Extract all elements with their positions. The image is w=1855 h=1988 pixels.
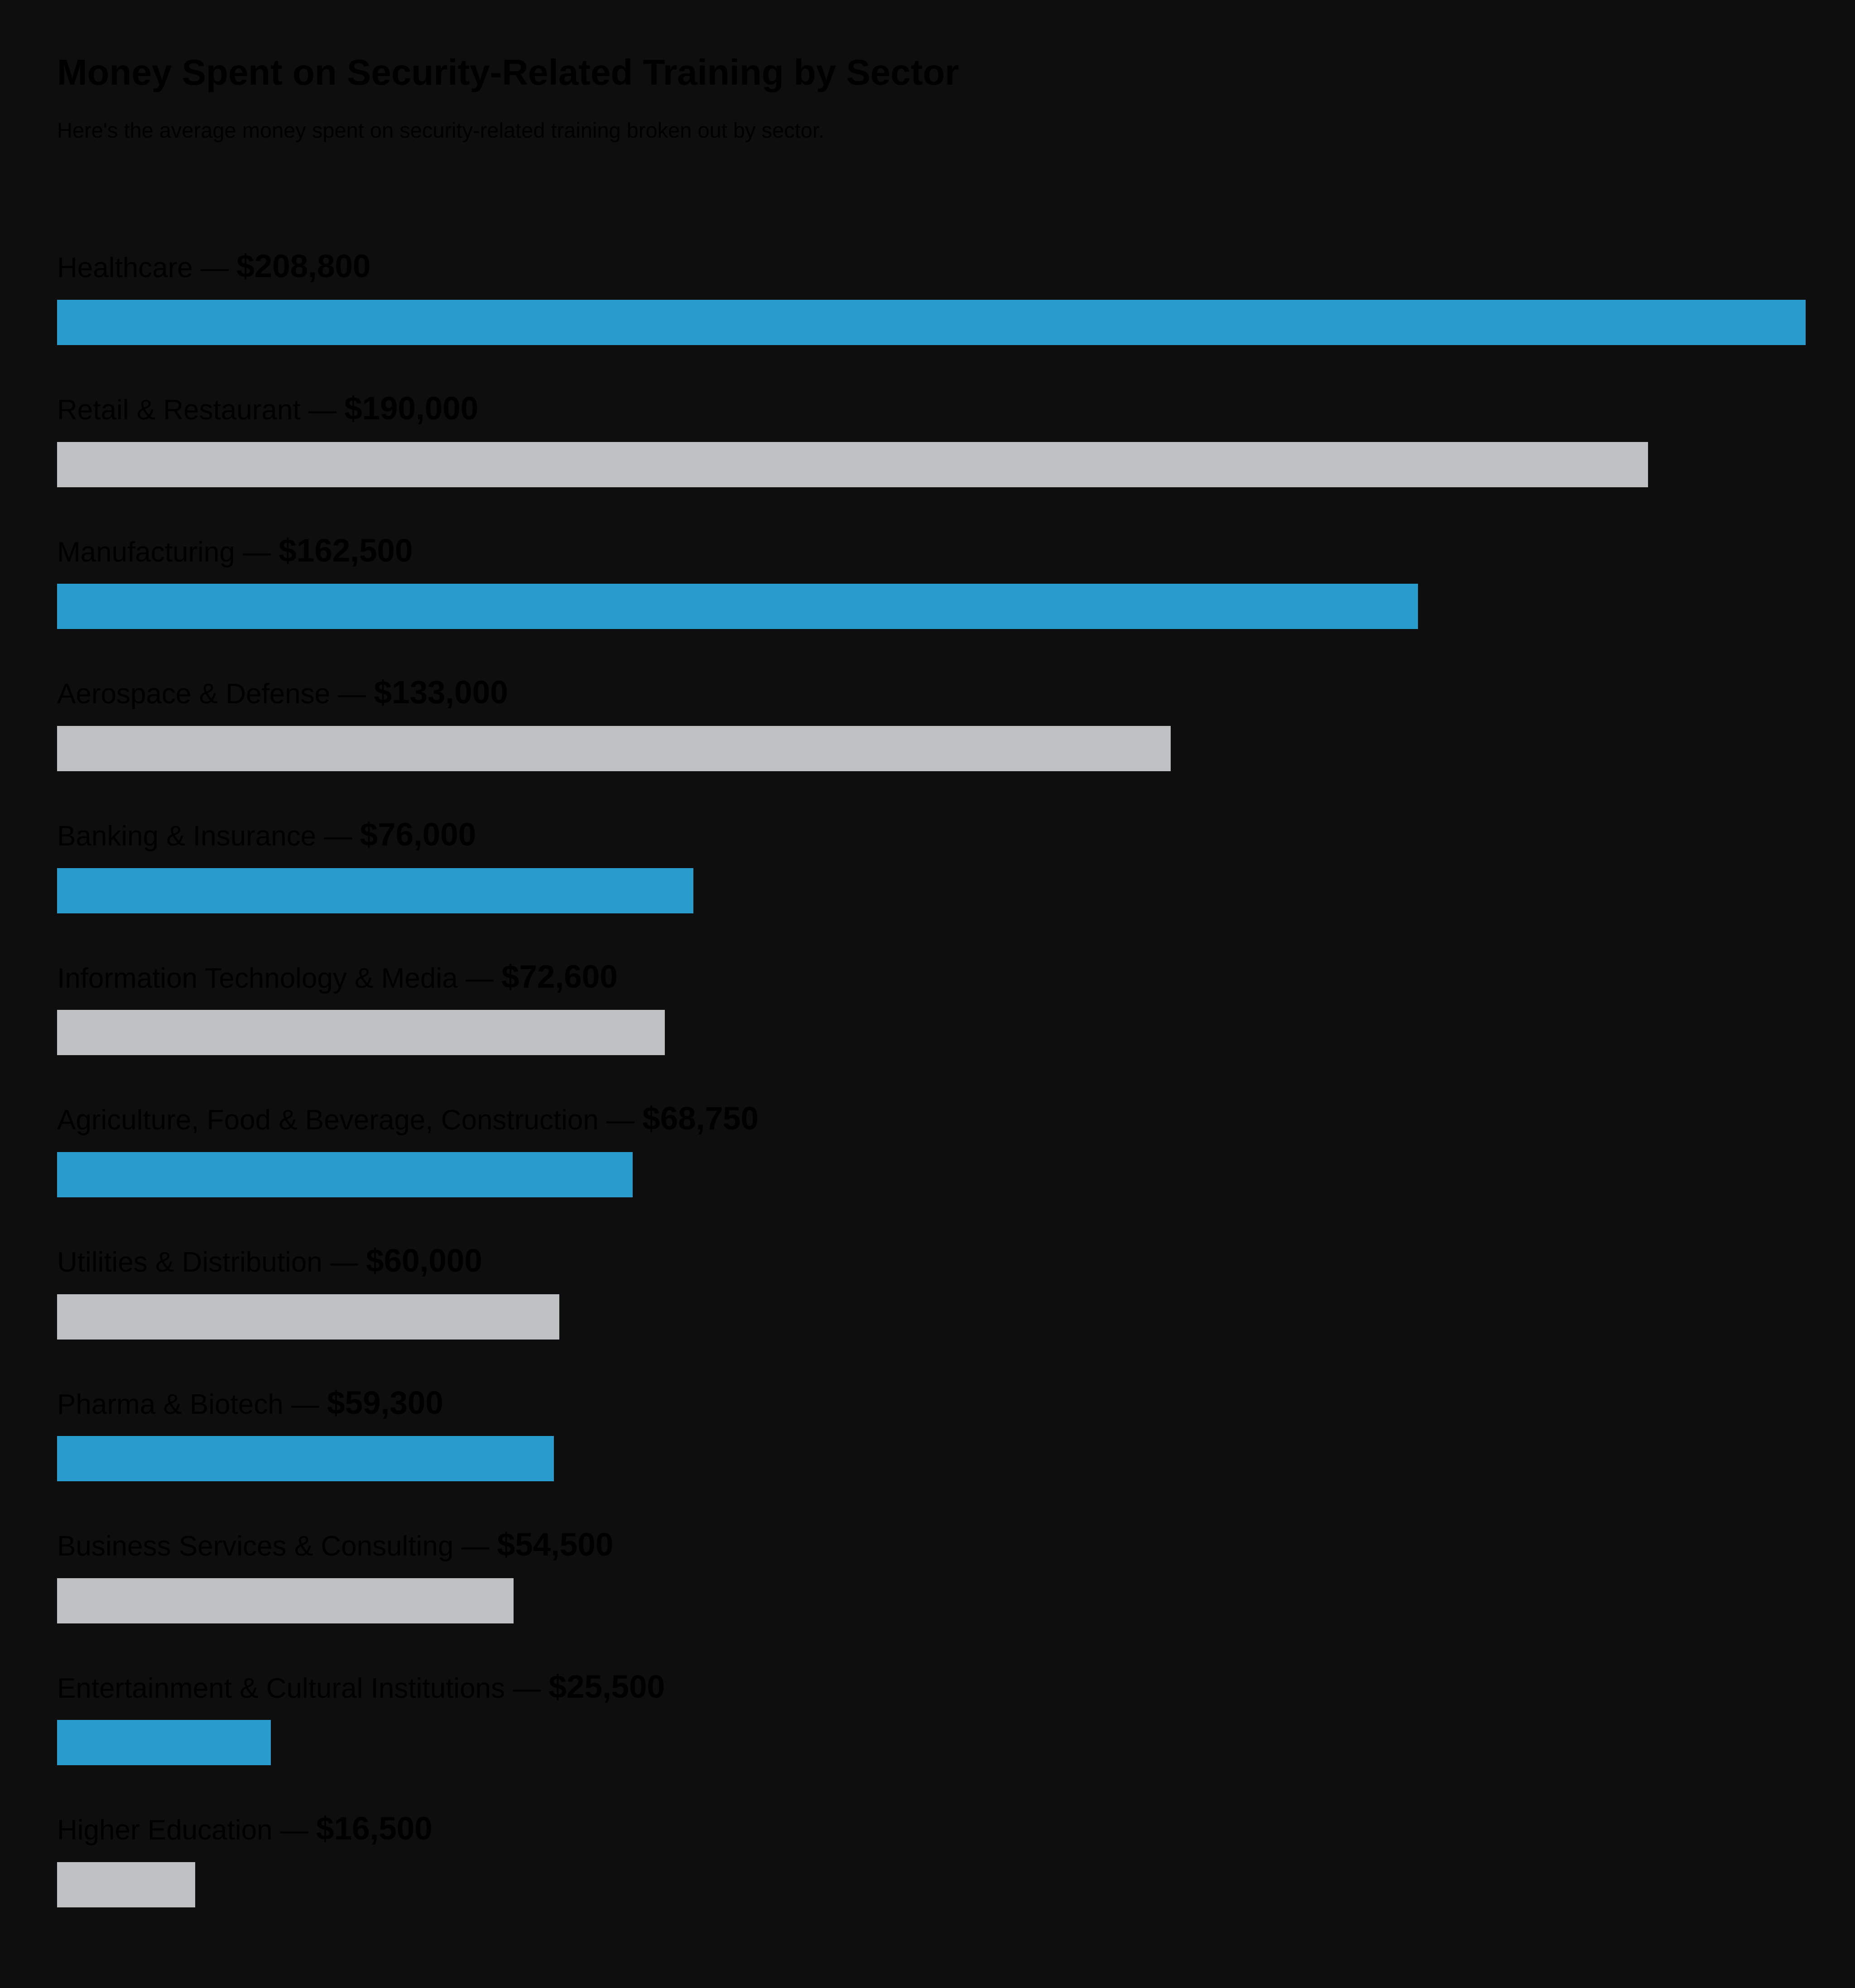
category-label: Entertainment & Cultural Institutions xyxy=(57,1672,505,1704)
bar xyxy=(57,1010,665,1056)
bar-label-line: Higher Education — $16,500 xyxy=(57,1810,1806,1848)
bar xyxy=(57,1862,196,1908)
bar xyxy=(57,442,1648,487)
bar-row: Pharma & Biotech — $59,300 xyxy=(57,1385,1806,1482)
label-separator: — xyxy=(272,1815,317,1846)
bar-label-line: Retail & Restaurant — $190,000 xyxy=(57,390,1806,427)
label-separator: — xyxy=(322,1246,366,1278)
category-label: Pharma & Biotech xyxy=(57,1388,284,1420)
category-label: Banking & Insurance xyxy=(57,820,317,852)
bar-row: Manufacturing — $162,500 xyxy=(57,533,1806,629)
bar-label-line: Entertainment & Cultural Institutions — … xyxy=(57,1669,1806,1706)
bar-chart: Healthcare — $208,800 Retail & Restaurant… xyxy=(57,248,1806,1908)
category-label: Higher Education xyxy=(57,1815,273,1846)
category-label: Business Services & Consulting xyxy=(57,1531,454,1562)
value-label: $16,500 xyxy=(316,1811,433,1847)
value-label: $68,750 xyxy=(642,1101,759,1137)
label-separator: — xyxy=(330,678,374,710)
bar-label-line: Pharma & Biotech — $59,300 xyxy=(57,1385,1806,1422)
label-separator: — xyxy=(316,820,360,852)
label-separator: — xyxy=(283,1388,327,1420)
value-label: $190,000 xyxy=(344,391,479,427)
label-separator: — xyxy=(235,536,279,568)
label-separator: — xyxy=(453,1531,497,1562)
value-label: $59,300 xyxy=(327,1385,443,1421)
label-separator: — xyxy=(505,1672,549,1704)
value-label: $72,600 xyxy=(501,959,618,995)
value-label: $25,500 xyxy=(548,1669,665,1705)
bar-row: Utilities & Distribution — $60,000 xyxy=(57,1243,1806,1340)
bar xyxy=(57,868,694,913)
value-label: $76,000 xyxy=(360,816,476,853)
category-label: Manufacturing xyxy=(57,536,235,568)
category-label: Agriculture, Food & Beverage, Constructi… xyxy=(57,1104,599,1136)
value-label: $60,000 xyxy=(366,1243,482,1279)
value-label: $54,500 xyxy=(497,1527,614,1563)
bar xyxy=(57,1152,633,1197)
bar-label-line: Business Services & Consulting — $54,500 xyxy=(57,1527,1806,1564)
bar-row: Higher Education — $16,500 xyxy=(57,1810,1806,1908)
bar xyxy=(57,1294,560,1340)
bar-row: Business Services & Consulting — $54,500 xyxy=(57,1527,1806,1623)
label-separator: — xyxy=(598,1104,643,1136)
value-label: $133,000 xyxy=(374,675,508,711)
bar-row: Agriculture, Food & Beverage, Constructi… xyxy=(57,1100,1806,1197)
category-label: Healthcare xyxy=(57,252,193,284)
label-separator: — xyxy=(192,252,237,284)
bar xyxy=(57,1720,271,1766)
bar-label-line: Information Technology & Media — $72,600 xyxy=(57,959,1806,996)
bar xyxy=(57,1578,514,1623)
bar-label-line: Utilities & Distribution — $60,000 xyxy=(57,1243,1806,1280)
chart-subtitle: Here's the average money spent on securi… xyxy=(57,118,825,142)
bar xyxy=(57,1436,554,1482)
chart-title: Money Spent on Security-Related Training… xyxy=(57,52,959,92)
bar-row: Entertainment & Cultural Institutions — … xyxy=(57,1669,1806,1766)
bar-label-line: Agriculture, Food & Beverage, Constructi… xyxy=(57,1100,1806,1138)
label-separator: — xyxy=(457,962,502,994)
bar-row: Healthcare — $208,800 xyxy=(57,248,1806,346)
category-label: Utilities & Distribution xyxy=(57,1246,322,1278)
category-label: Information Technology & Media xyxy=(57,962,458,994)
value-label: $162,500 xyxy=(279,533,413,569)
bar-row: Information Technology & Media — $72,600 xyxy=(57,959,1806,1056)
bar-row: Banking & Insurance — $76,000 xyxy=(57,816,1806,913)
value-label: $208,800 xyxy=(236,249,371,285)
label-separator: — xyxy=(300,394,345,426)
category-label: Aerospace & Defense xyxy=(57,678,331,710)
bar xyxy=(57,300,1806,346)
bar-label-line: Banking & Insurance — $76,000 xyxy=(57,816,1806,854)
bar xyxy=(57,725,1171,771)
bar-label-line: Manufacturing — $162,500 xyxy=(57,533,1806,570)
bar-row: Retail & Restaurant — $190,000 xyxy=(57,390,1806,487)
bar xyxy=(57,584,1418,629)
bar-row: Aerospace & Defense — $133,000 xyxy=(57,674,1806,771)
bar-label-line: Healthcare — $208,800 xyxy=(57,248,1806,285)
category-label: Retail & Restaurant xyxy=(57,394,301,426)
bar-label-line: Aerospace & Defense — $133,000 xyxy=(57,674,1806,711)
